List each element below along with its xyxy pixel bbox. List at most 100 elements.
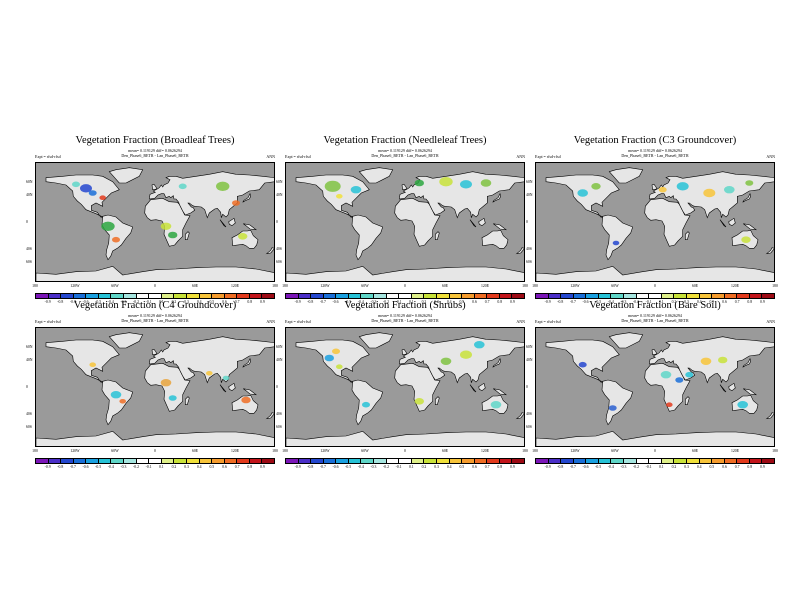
colorbar-label: -0.6 bbox=[82, 465, 89, 469]
lon-label: 120W bbox=[70, 449, 80, 453]
anomaly-patch bbox=[324, 180, 341, 192]
lon-label: 0 bbox=[404, 449, 406, 453]
lon-label: 60E bbox=[691, 449, 699, 453]
colorbar-swatch bbox=[686, 294, 700, 298]
colorbar-swatch bbox=[386, 459, 400, 463]
continent-shape bbox=[295, 339, 370, 383]
panel-season: ANN bbox=[766, 154, 775, 159]
colorbar-label: -0.7 bbox=[569, 465, 576, 469]
colorbar-labels: -0.9 -0.8 -0.7 -0.6 -0.5 -0.4 -0.3 -0.2 -0.1 0.1 0… bbox=[35, 300, 275, 306]
continent-shape bbox=[45, 339, 120, 383]
colorbar-swatch bbox=[499, 294, 513, 298]
colorbar-swatch bbox=[436, 294, 450, 298]
colorbar-label: -0.3 bbox=[120, 465, 127, 469]
continent-shape bbox=[265, 412, 274, 420]
colorbar-label: 0.3 bbox=[684, 465, 689, 469]
colorbar-label: -0.6 bbox=[82, 300, 89, 304]
colorbar-swatch bbox=[487, 459, 500, 463]
lat-label: 0 bbox=[526, 220, 528, 224]
colorbar-swatch bbox=[462, 459, 475, 463]
continent-shape bbox=[743, 388, 758, 396]
colorbar bbox=[285, 293, 525, 299]
continent-shape bbox=[185, 396, 190, 405]
colorbar-swatch bbox=[298, 294, 312, 298]
anomaly-patch bbox=[88, 190, 97, 196]
colorbar-swatch bbox=[762, 459, 774, 463]
colorbar-label: -0.6 bbox=[582, 300, 589, 304]
colorbar-label: -0.6 bbox=[332, 300, 339, 304]
panel-stats-block: mean= 0.119129 diff= 0.0626294 Den_Phase6… bbox=[285, 313, 525, 323]
colorbar-label: -0.5 bbox=[595, 300, 602, 304]
colorbar-label: -0.8 bbox=[307, 300, 314, 304]
continent-shape bbox=[644, 362, 691, 412]
anomaly-patch bbox=[591, 183, 601, 190]
panel-season: ANN bbox=[516, 154, 525, 159]
colorbar-label: -0.6 bbox=[332, 465, 339, 469]
anomaly-patch bbox=[685, 371, 694, 378]
colorbar-swatch bbox=[411, 459, 425, 463]
colorbar-label: 0.2 bbox=[671, 300, 677, 304]
colorbar-swatch bbox=[424, 294, 437, 298]
colorbar-swatch bbox=[36, 294, 49, 298]
colorbar-label: -0.1 bbox=[395, 300, 402, 304]
lon-label: 0 bbox=[654, 284, 656, 288]
continent-shape bbox=[435, 396, 440, 405]
colorbar-label: -0.8 bbox=[557, 300, 564, 304]
colorbar-label: 0.3 bbox=[434, 300, 439, 304]
anomaly-patch bbox=[460, 180, 472, 189]
colorbar-swatch bbox=[536, 459, 549, 463]
colorbar-swatch bbox=[212, 294, 225, 298]
continent-shape bbox=[108, 332, 144, 349]
continent-shape bbox=[185, 231, 190, 240]
continent-shape bbox=[108, 167, 144, 184]
colorbar-label: 0.4 bbox=[196, 300, 202, 304]
colorbar-swatch bbox=[212, 459, 225, 463]
colorbar-swatch bbox=[624, 459, 637, 463]
colorbar-label: 0.5 bbox=[209, 465, 215, 469]
colorbar-swatch bbox=[161, 459, 175, 463]
colorbar-label: 0.6 bbox=[472, 300, 477, 304]
anomaly-patch bbox=[160, 222, 172, 230]
anomaly-patch bbox=[737, 401, 748, 409]
colorbar-label: 0.2 bbox=[421, 300, 427, 304]
colorbar-swatch bbox=[649, 459, 662, 463]
colorbar-label: 0.2 bbox=[421, 465, 427, 469]
anomaly-patch bbox=[460, 350, 472, 359]
colorbar-label: 0.4 bbox=[446, 465, 452, 469]
colorbar-swatch bbox=[73, 294, 87, 298]
colorbar-swatch bbox=[499, 459, 513, 463]
colorbar-swatch bbox=[449, 294, 463, 298]
colorbar-label: -0.2 bbox=[383, 465, 390, 469]
colorbar-label: -0.1 bbox=[395, 465, 402, 469]
colorbar-label: 0.8 bbox=[497, 300, 503, 304]
continent-shape bbox=[728, 382, 736, 392]
anomaly-patch bbox=[676, 182, 689, 191]
continent-shape bbox=[743, 223, 758, 231]
colorbar-swatch bbox=[311, 294, 324, 298]
colorbar-swatch bbox=[199, 459, 213, 463]
lat-label: 60N bbox=[276, 345, 283, 349]
colorbar-swatch bbox=[561, 459, 574, 463]
continent-shape bbox=[536, 265, 774, 281]
anomaly-patch bbox=[718, 356, 728, 364]
anomaly-patch bbox=[474, 341, 485, 349]
panel-season: ANN bbox=[516, 319, 525, 324]
continent-shape bbox=[492, 192, 502, 203]
colorbar-swatch bbox=[336, 294, 349, 298]
colorbar-labels: -0.9 -0.8 -0.7 -0.6 -0.5 -0.4 -0.3 -0.2 -0.1 0.1 0… bbox=[285, 465, 525, 471]
colorbar-label: 0.5 bbox=[459, 300, 465, 304]
colorbar-swatch bbox=[399, 294, 412, 298]
colorbar bbox=[285, 458, 525, 464]
colorbar-swatch bbox=[548, 459, 562, 463]
panel-expt: Expt = rfsd-rfsd bbox=[535, 319, 561, 324]
colorbar-label: -0.1 bbox=[645, 300, 652, 304]
anomaly-patch bbox=[110, 391, 122, 399]
anomaly-patch bbox=[350, 186, 362, 194]
continent-shape bbox=[243, 223, 258, 231]
lon-label: 180 bbox=[282, 284, 288, 288]
continent-shape bbox=[601, 214, 634, 261]
colorbar-swatch bbox=[161, 294, 175, 298]
lon-label: 120E bbox=[730, 449, 740, 453]
colorbar-label: -0.7 bbox=[69, 300, 76, 304]
colorbar-label: 0.8 bbox=[747, 465, 753, 469]
